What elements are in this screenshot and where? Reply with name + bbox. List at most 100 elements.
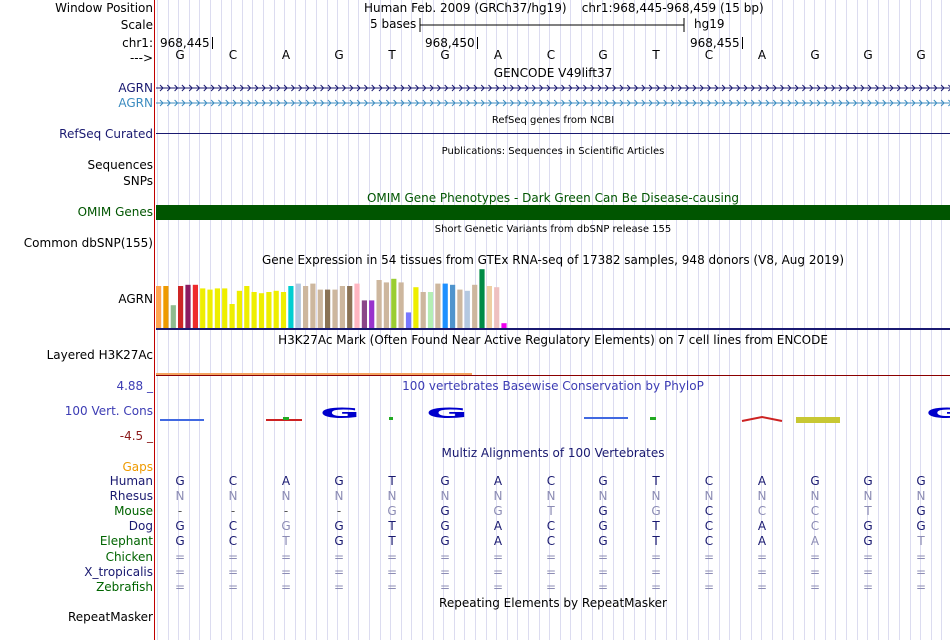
species-label[interactable]: Mouse — [114, 504, 153, 519]
grid-line — [528, 0, 529, 640]
species-label[interactable]: Dog — [128, 519, 153, 534]
strand-chevron — [721, 84, 726, 92]
dbsnp-label[interactable]: Common dbSNP(155) — [23, 236, 153, 250]
gtex-tissue-bar[interactable] — [156, 286, 162, 328]
gtex-tissue-bar[interactable] — [251, 292, 257, 328]
gtex-tissue-bar[interactable] — [273, 290, 279, 328]
gtex-tissue-bar[interactable] — [258, 293, 265, 328]
pubs-title[interactable]: Publications: Sequences in Scientific Ar… — [441, 146, 665, 157]
gtex-title[interactable]: Gene Expression in 54 tissues from GTEx … — [261, 253, 845, 267]
gtex-label[interactable]: AGRN — [118, 292, 153, 306]
gtex-tissue-bar[interactable] — [398, 282, 404, 328]
cons-logo[interactable]: G G G — [156, 405, 950, 427]
alignment-base: A — [757, 474, 767, 488]
gtex-tissue-bar[interactable] — [361, 300, 367, 328]
gtex-tissue-bar[interactable] — [354, 283, 360, 328]
omim-feature[interactable] — [156, 205, 950, 220]
gtex-tissue-bar[interactable] — [200, 288, 206, 328]
pubs-label[interactable]: Sequences — [87, 158, 153, 172]
species-label[interactable]: Chicken — [105, 549, 153, 564]
alignment-base: A — [757, 519, 767, 534]
gtex-tissue-bar[interactable] — [464, 290, 470, 328]
alignment-base: N — [334, 489, 344, 504]
gtex-tissue-bar[interactable] — [383, 282, 389, 328]
gtex-tissue-bar[interactable] — [347, 286, 353, 328]
grid-line — [645, 0, 646, 640]
gtex-tissue-bar[interactable] — [163, 286, 169, 328]
alignment-base: = — [862, 579, 874, 594]
gtex-tissue-bar[interactable] — [214, 288, 220, 328]
species-label[interactable]: Human — [109, 474, 153, 488]
gtex-tissue-bar[interactable] — [303, 286, 309, 328]
gencode-gene-label-2[interactable]: AGRN — [118, 96, 153, 110]
alignment-base: T — [652, 519, 660, 534]
omim-label[interactable]: OMIM Genes — [77, 205, 153, 219]
refseq-line[interactable] — [156, 133, 950, 134]
species-label[interactable]: Elephant — [99, 534, 153, 549]
repeat-title[interactable]: Repeating Elements by RepeatMasker — [439, 596, 667, 610]
snps-label[interactable]: SNPs — [123, 174, 153, 188]
gtex-tissue-bar[interactable] — [405, 312, 412, 328]
h3k27ac-title[interactable]: H3K27Ac Mark (Often Found Near Active Re… — [278, 333, 828, 347]
gtex-tissue-bar[interactable] — [427, 292, 434, 328]
gtex-tissue-bar[interactable] — [494, 287, 500, 328]
gtex-tissue-bar[interactable] — [332, 289, 338, 328]
gtex-tissue-bar[interactable] — [266, 292, 272, 328]
gtex-tissue-bar[interactable] — [244, 286, 250, 328]
refseq-title[interactable]: RefSeq genes from NCBI — [491, 115, 615, 126]
gencode-gene-label-1[interactable]: AGRN — [118, 81, 153, 95]
gtex-tissue-bar[interactable] — [236, 290, 242, 328]
strand-chevron — [926, 84, 931, 92]
strand-chevron — [407, 99, 412, 107]
cons-label[interactable]: 100 Vert. Cons — [64, 404, 153, 418]
gtex-tissue-bar[interactable] — [442, 283, 448, 328]
alignment-base: C — [546, 534, 556, 549]
strand-chevron — [568, 84, 573, 92]
strand-chevron — [364, 99, 369, 107]
repeat-label[interactable]: RepeatMasker — [67, 610, 153, 624]
gtex-tissue-bar[interactable] — [207, 289, 213, 328]
gtex-tissue-bar[interactable] — [222, 288, 228, 328]
species-label[interactable]: Zebrafish — [96, 579, 153, 594]
gtex-tissue-bar[interactable] — [317, 289, 323, 328]
gtex-tissue-bar[interactable] — [420, 292, 426, 328]
h3k27ac-signal[interactable] — [156, 373, 472, 375]
strand-chevron — [188, 99, 193, 107]
gtex-tissue-bar[interactable] — [369, 300, 375, 328]
species-label[interactable]: Rhesus — [109, 489, 153, 504]
gtex-tissue-bar[interactable] — [391, 278, 397, 328]
gtex-tissue-bar[interactable] — [310, 283, 316, 328]
dbsnp-title[interactable]: Short Genetic Variants from dbSNP releas… — [434, 224, 672, 235]
gtex-tissue-bar[interactable] — [501, 323, 507, 328]
gtex-tissue-bar[interactable] — [479, 269, 485, 328]
gtex-tissue-bar[interactable] — [413, 287, 419, 328]
gtex-tissue-bar[interactable] — [280, 292, 287, 328]
gtex-tissue-bar[interactable] — [339, 286, 345, 328]
gencode-title[interactable]: GENCODE V49lift37 — [493, 66, 613, 80]
gtex-tissue-bar[interactable] — [435, 283, 441, 328]
strand-chevron — [765, 99, 770, 107]
refseq-label[interactable]: RefSeq Curated — [59, 127, 153, 141]
gtex-tissue-bar[interactable] — [229, 304, 235, 328]
gtex-tissue-bar[interactable] — [192, 284, 198, 328]
gtex-tissue-bar[interactable] — [486, 286, 492, 328]
gtex-tissue-bar[interactable] — [376, 280, 382, 328]
gtex-tissue-bar[interactable] — [325, 289, 331, 328]
gtex-bar-chart[interactable] — [156, 268, 536, 328]
h3k27ac-label[interactable]: Layered H3K27Ac — [46, 348, 153, 362]
gaps-label[interactable]: Gaps — [122, 460, 153, 474]
gencode-gene-tracks[interactable] — [156, 80, 950, 110]
gtex-tissue-bar[interactable] — [472, 284, 478, 328]
strand-chevron — [502, 84, 507, 92]
multiz-title[interactable]: Multiz Alignments of 100 Vertebrates — [441, 446, 665, 460]
species-label[interactable]: X_tropicalis — [84, 564, 153, 579]
cons-title[interactable]: 100 vertebrates Basewise Conservation by… — [402, 379, 704, 393]
gtex-tissue-bar[interactable] — [178, 286, 184, 328]
gtex-tissue-bar[interactable] — [450, 284, 456, 328]
gtex-tissue-bar[interactable] — [170, 305, 176, 328]
gtex-tissue-bar[interactable] — [185, 284, 191, 328]
gtex-tissue-bar[interactable] — [288, 286, 294, 328]
gtex-tissue-bar[interactable] — [457, 289, 463, 328]
gtex-tissue-bar[interactable] — [295, 283, 301, 328]
omim-title[interactable]: OMIM Gene Phenotypes - Dark Green Can Be… — [366, 191, 740, 205]
